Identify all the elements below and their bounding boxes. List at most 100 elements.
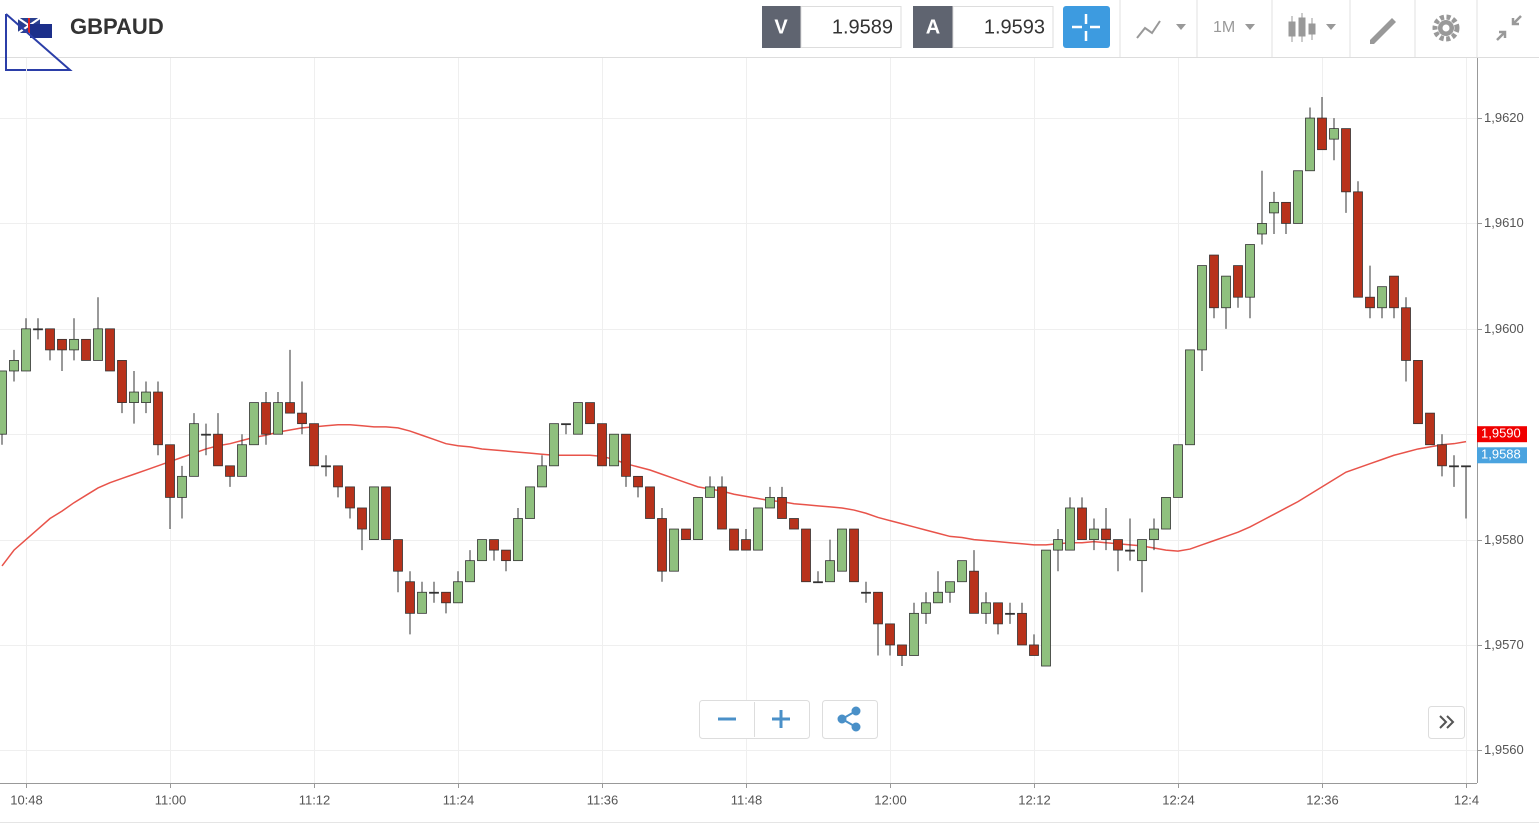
candle-body: [1077, 507, 1087, 540]
candle-body: [213, 433, 223, 467]
x-tick-label: 11:24: [443, 792, 475, 807]
candle-body: [441, 591, 451, 604]
candle-body: [945, 581, 955, 593]
candle-body: [381, 486, 391, 540]
bid-button[interactable]: [762, 6, 801, 48]
candle-body: [393, 539, 403, 572]
drawing-button[interactable]: [1370, 18, 1396, 44]
ask-button[interactable]: [913, 6, 953, 48]
candle-body: [609, 433, 619, 467]
drawn-triangle: [5, 13, 73, 71]
candle-body: [21, 328, 31, 372]
chart-type-button[interactable]: [1136, 20, 1186, 39]
candle-body: [477, 539, 487, 562]
x-tick-label: 12:24: [1162, 792, 1195, 807]
candle-body: [585, 402, 595, 425]
candle-body: [633, 475, 643, 488]
ask-label: A: [926, 16, 940, 38]
candle-body: [1101, 528, 1111, 540]
candle-body: [561, 423, 571, 426]
x-tick-label: 12:4: [1454, 792, 1479, 807]
candle-body: [273, 402, 283, 435]
candle-body: [669, 528, 679, 572]
candle-body: [189, 423, 199, 477]
candle-body: [597, 423, 607, 467]
timeframe-button[interactable]: 1M: [1213, 19, 1255, 36]
plot: 1,9560 1,9570 1,9580 1,9590 1,9600 1,9610 1,96…: [0, 58, 1527, 807]
candle-body: [729, 528, 739, 551]
candle-body: [1269, 201, 1279, 214]
candle-body: [1053, 539, 1063, 551]
crosshair-button[interactable]: [1063, 6, 1110, 48]
candle-body: [1221, 275, 1231, 309]
candle-body: [417, 591, 427, 614]
candle-body: [489, 539, 499, 551]
candle-body: [1089, 528, 1099, 540]
candle-body: [1437, 444, 1447, 467]
candle-body: [525, 486, 535, 519]
candle-body: [957, 560, 967, 583]
candle-body: [825, 560, 835, 583]
candle-body: [933, 591, 943, 604]
candle-body: [1137, 539, 1147, 562]
candle-body: [1461, 465, 1471, 468]
candle-body: [465, 560, 475, 583]
scroll-right-button[interactable]: [1428, 706, 1465, 739]
candle-body: [897, 644, 907, 656]
candle-body: [9, 360, 19, 372]
candle-body: [1281, 201, 1291, 224]
y-tick-label: 1,9610: [1484, 215, 1524, 230]
candle-body: [1233, 265, 1243, 298]
zoom-controls: [699, 700, 878, 739]
x-tick-label: 10:48: [10, 792, 43, 807]
x-tick-label: 11:48: [731, 792, 763, 807]
candle-body: [681, 528, 691, 540]
bid-box: [800, 6, 902, 48]
candle-body: [873, 591, 883, 625]
candle-body: [345, 486, 355, 509]
timeframe: 1M: [1213, 19, 1235, 36]
candle-body: [837, 528, 847, 572]
candle-body: [993, 602, 1003, 625]
candle-body: [429, 591, 439, 594]
share-icon: [837, 706, 861, 732]
candle-body: [1329, 128, 1339, 140]
candle-body: [1113, 539, 1123, 551]
share-button[interactable]: [822, 700, 878, 739]
candle-body: [261, 402, 271, 435]
candle-body: [1389, 275, 1399, 309]
candle-body: [1125, 549, 1135, 552]
candle-body: [981, 602, 991, 614]
symbol: GBPAUD: [70, 14, 164, 39]
candle-body: [321, 465, 331, 468]
zoom-in[interactable]: [772, 710, 790, 728]
candle-body: [249, 402, 259, 446]
toolbar-separators: [1119, 0, 1478, 57]
moving-average: [1, 423, 1467, 567]
y-tick-label: 1,9600: [1484, 321, 1524, 336]
candle-body: [1365, 296, 1375, 309]
candle-body: [1197, 265, 1207, 351]
bid-label: V: [774, 16, 788, 38]
candle-body: [1161, 497, 1171, 530]
candle-body: [1017, 612, 1027, 646]
settings-button[interactable]: [1432, 14, 1460, 42]
candle-body: [1245, 244, 1255, 298]
collapse-button[interactable]: [1496, 15, 1522, 41]
candle-body: [141, 391, 151, 403]
candle-body: [1293, 170, 1303, 224]
candle-body: [573, 402, 583, 435]
candle-style-button[interactable]: [1288, 13, 1336, 42]
candle-body: [705, 486, 715, 498]
candle-body: [1005, 612, 1015, 615]
candle-body: [753, 507, 763, 551]
candle-body: [1353, 191, 1363, 298]
candle-body: [501, 549, 511, 562]
x-tick-label: 12:12: [1018, 792, 1051, 807]
candle-body: [765, 497, 775, 509]
candle-body: [33, 328, 43, 331]
candle-body: [1209, 254, 1219, 309]
candle-body: [621, 433, 631, 477]
candle-body: [69, 338, 79, 351]
